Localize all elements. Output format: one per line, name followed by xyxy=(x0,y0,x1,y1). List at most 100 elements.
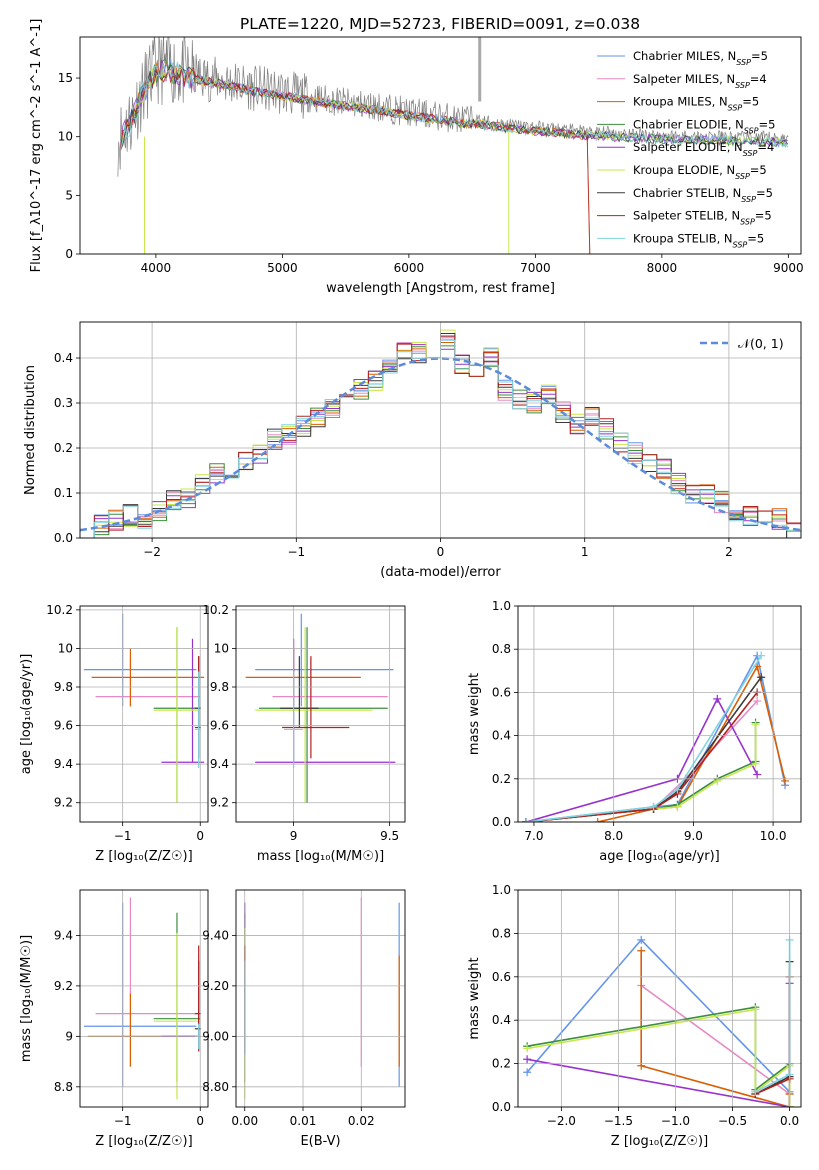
y-tick-label: 10 xyxy=(58,130,73,144)
mass-weight-marker xyxy=(781,776,790,785)
legend-tail: =5 xyxy=(759,117,776,131)
mass-weight-line xyxy=(526,1006,791,1107)
legend-text: Salpeter MILES, N xyxy=(633,72,735,86)
y-tick-label: 1.0 xyxy=(492,599,511,613)
legend-subscript: SSP xyxy=(728,103,743,112)
legend-label: Chabrier STELIB, NSSP=5 xyxy=(633,186,773,204)
y-tick-label: 0 xyxy=(65,247,73,261)
y-tick-label: 15 xyxy=(58,71,73,85)
model-spectrum-line xyxy=(120,61,591,254)
y-tick-label: 9.40 xyxy=(202,928,229,942)
x-axis-label: age [log₁₀(age/yr)] xyxy=(599,849,720,864)
x-axis-label: mass [log₁₀(M/M☉)] xyxy=(257,849,384,864)
legend-text: Chabrier ELODIE, N xyxy=(633,117,744,131)
errorbar-point xyxy=(153,627,199,803)
y-tick-label: 9.2 xyxy=(210,796,229,810)
errorbar-point xyxy=(153,932,199,1100)
x-tick-label: 2 xyxy=(725,545,733,559)
y-tick-label: 0.2 xyxy=(492,1057,511,1071)
panel-age_vs_mass: 9 9.5 9.2 9.4 9.6 9.8 10 10.2 mass [log₁₀(M/M☉)] xyxy=(202,603,406,864)
y-axis-label: Flux [f_λ10^-17 erg cm^-2 s^-1 A^-1] xyxy=(29,19,44,273)
x-tick-label: 0.0 xyxy=(780,1114,799,1128)
legend-subscript: SSP xyxy=(740,217,755,226)
x-tick-label: 8000 xyxy=(647,261,678,275)
mass-weight-line xyxy=(525,655,762,822)
errorbar-point xyxy=(245,648,361,707)
axes-frame xyxy=(517,605,802,823)
x-tick-label: −1 xyxy=(287,545,305,559)
legend-text: Kroupa MILES, N xyxy=(633,95,728,109)
y-tick-label: 0.6 xyxy=(492,685,511,699)
mass-weight-line xyxy=(525,697,758,822)
y-tick-label: 10 xyxy=(58,641,73,655)
plot-area xyxy=(117,37,789,254)
legend-text: Kroupa ELODIE, N xyxy=(633,163,735,177)
legend-label: Chabrier MILES, NSSP=5 xyxy=(633,49,768,67)
mass-weight-marker xyxy=(637,946,646,955)
panel-mass_vs_EBV: 0.00 0.01 0.02 8.80 9.00 9.20 9.40 E(B-V) xyxy=(202,889,406,1149)
y-tick-label: 0.8 xyxy=(492,642,511,656)
y-tick-label: 9.8 xyxy=(54,680,73,694)
legend-tail: =5 xyxy=(751,49,768,63)
mass-weight-line xyxy=(526,983,791,1107)
legend-tail: =5 xyxy=(742,95,759,109)
y-tick-label: 0.3 xyxy=(54,396,73,410)
x-tick-label: 1 xyxy=(581,545,589,559)
axes-frame xyxy=(79,889,209,1108)
y-tick-label: 9.00 xyxy=(202,1029,229,1043)
x-tick-label: −2.0 xyxy=(547,1114,576,1128)
legend-subscript: SSP xyxy=(735,80,750,89)
x-tick-label: 7.0 xyxy=(524,829,543,843)
legend-label: Chabrier ELODIE, NSSP=5 xyxy=(633,117,775,135)
mass-weight-marker xyxy=(751,1005,760,1014)
mass-weight-marker xyxy=(521,818,530,822)
y-tick-label: 9.2 xyxy=(54,979,73,993)
mass-weight-marker xyxy=(713,694,722,703)
x-tick-label: 0 xyxy=(437,545,445,559)
y-tick-label: 10.2 xyxy=(202,603,229,617)
panel-residuals: −2 −1 0 1 2 0.0 0.1 0.2 0.3 0.4 𝒩(0, 1) (data-model… xyxy=(23,321,802,580)
x-tick-label: 9 xyxy=(290,829,298,843)
x-tick-label: 0 xyxy=(196,1114,204,1128)
mass-weight-marker xyxy=(673,785,682,794)
legend-tail: =4 xyxy=(750,72,767,86)
x-tick-label: 8.0 xyxy=(604,829,623,843)
errorbar-point xyxy=(161,638,205,763)
y-tick-label: 0.0 xyxy=(492,815,511,829)
x-tick-label: −0.5 xyxy=(718,1114,747,1128)
y-tick-label: 0.6 xyxy=(492,970,511,984)
x-axis-label: (data-model)/error xyxy=(380,565,501,580)
legend-subscript: SSP xyxy=(743,149,758,158)
x-tick-label: 0.02 xyxy=(348,1114,375,1128)
y-tick-label: 9.4 xyxy=(210,757,229,771)
y-tick-label: 0.4 xyxy=(54,351,73,365)
x-tick-label: −1 xyxy=(114,829,132,843)
x-tick-label: 0.00 xyxy=(231,1114,258,1128)
legend-tail: =4 xyxy=(757,140,774,154)
x-tick-label: 10.0 xyxy=(760,829,787,843)
errorbar-point xyxy=(282,656,350,759)
x-tick-label: −1.0 xyxy=(661,1114,690,1128)
y-axis-label: mass weight xyxy=(467,673,482,755)
legend-label: Salpeter ELODIE, NSSP=4 xyxy=(633,140,774,158)
plot-area xyxy=(83,897,202,1100)
legend-text: Salpeter STELIB, N xyxy=(633,209,740,223)
plot-area xyxy=(245,613,396,803)
plot-area xyxy=(244,897,400,1100)
legend-subscript: SSP xyxy=(733,240,748,249)
errorbar-point xyxy=(95,897,201,1067)
x-tick-label: 9.5 xyxy=(380,829,399,843)
y-tick-label: 0.4 xyxy=(492,729,511,743)
errorbar-point xyxy=(255,613,394,707)
mass-weight-marker xyxy=(713,776,722,785)
mass-weight-line xyxy=(525,676,762,822)
mass-weight-marker xyxy=(751,759,760,768)
y-tick-label: 9 xyxy=(65,1029,73,1043)
x-axis-label: E(B-V) xyxy=(300,1134,340,1149)
x-tick-label: 0 xyxy=(196,829,204,843)
legend-text: Chabrier MILES, N xyxy=(633,49,736,63)
y-tick-label: 0.4 xyxy=(492,1013,511,1027)
y-axis-label: mass weight xyxy=(467,957,482,1039)
axes-frame xyxy=(235,889,406,1108)
legend-tail: =5 xyxy=(747,231,764,245)
